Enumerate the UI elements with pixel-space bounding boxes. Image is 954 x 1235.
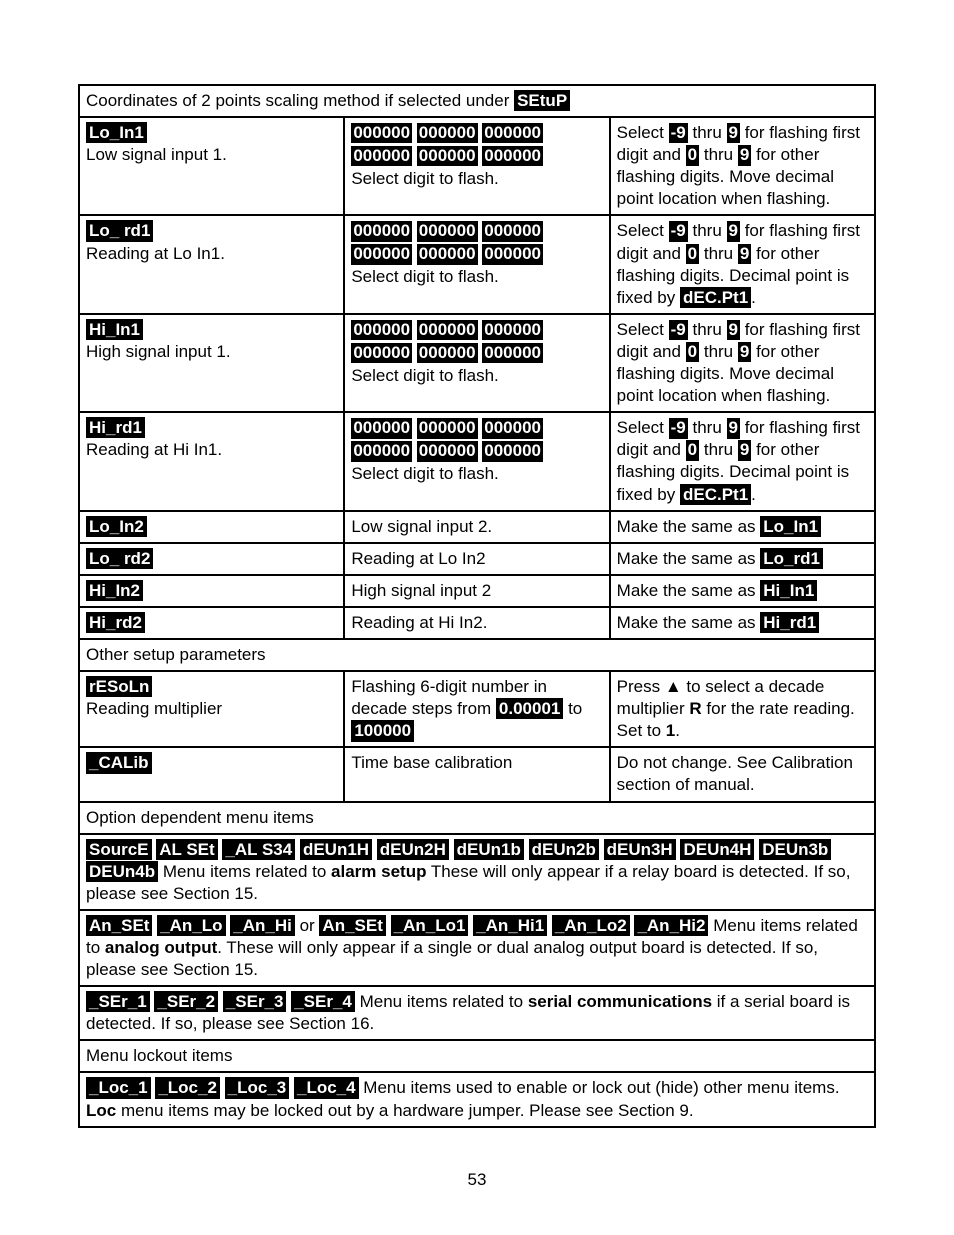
col3: Make the same as Lo_In1 (610, 511, 875, 543)
param-tag: _CALib (86, 752, 152, 773)
col2: 000000 000000 000000 000000 000000 00000… (344, 412, 609, 510)
section-4-header: Menu lockout items (79, 1040, 875, 1072)
col3: Select -9 thru 9 for flashing first digi… (610, 117, 875, 215)
col1: Hi_rd2 (79, 607, 344, 639)
param-tag: Hi_rd2 (86, 612, 145, 633)
param-tag: Hi_In1 (86, 319, 143, 340)
col1: Hi_In2 (79, 575, 344, 607)
col1: Lo_ rd2 (79, 543, 344, 575)
section-3-header: Option dependent menu items (79, 802, 875, 834)
param-tag: Lo_ rd1 (86, 220, 153, 241)
alarm-row: SourcE AL SEt _AL S34 dEUn1H dEUn2H dEUn… (79, 834, 875, 910)
col1: Hi_rd1 Reading at Hi In1. (79, 412, 344, 510)
serial-row: _SEr_1 _SEr_2 _SEr_3 _SEr_4 Menu items r… (79, 986, 875, 1040)
col3: Do not change. See Calibration section o… (610, 747, 875, 801)
col1: Hi_In1 High signal input 1. (79, 314, 344, 412)
analog-row: An_SEt _An_Lo _An_Hi or An_SEt _An_Lo1 _… (79, 910, 875, 986)
section-1-text: Coordinates of 2 points scaling method i… (86, 91, 514, 110)
param-tag: Hi_In2 (86, 580, 143, 601)
param-sub: High signal input 1. (86, 342, 231, 361)
section-2-header: Other setup parameters (79, 639, 875, 671)
col1: Lo_In1 Low signal input 1. (79, 117, 344, 215)
param-sub: Reading at Hi In1. (86, 440, 222, 459)
col2: Reading at Hi In2. (344, 607, 609, 639)
col3: Make the same as Lo_rd1 (610, 543, 875, 575)
select-digit: Select digit to flash. (351, 267, 498, 286)
page-number: 53 (78, 1170, 876, 1190)
setup-tag: SEtuP (514, 90, 570, 111)
section-1-header: Coordinates of 2 points scaling method i… (79, 85, 875, 117)
col3: Select -9 thru 9 for flashing first digi… (610, 314, 875, 412)
col2: Reading at Lo In2 (344, 543, 609, 575)
select-digit: Select digit to flash. (351, 169, 498, 188)
col1: _CALib (79, 747, 344, 801)
col3: Make the same as Hi_rd1 (610, 607, 875, 639)
col2: High signal input 2 (344, 575, 609, 607)
col2: Low signal input 2. (344, 511, 609, 543)
col3: Select -9 thru 9 for flashing first digi… (610, 215, 875, 313)
col2: 000000 000000 000000 000000 000000 00000… (344, 117, 609, 215)
param-tag: Lo_In2 (86, 516, 147, 537)
select-digit: Select digit to flash. (351, 366, 498, 385)
col1: Lo_ rd1 Reading at Lo In1. (79, 215, 344, 313)
param-sub: Reading multiplier (86, 699, 222, 718)
lockout-row: _Loc_1 _Loc_2 _Loc_3 _Loc_4 Menu items u… (79, 1072, 875, 1126)
col2: 000000 000000 000000 000000 000000 00000… (344, 314, 609, 412)
col1: Lo_In2 (79, 511, 344, 543)
col3: Make the same as Hi_In1 (610, 575, 875, 607)
param-tag: Lo_In1 (86, 122, 147, 143)
col3: Press ▲ to select a decade multiplier R … (610, 671, 875, 747)
col2: 000000 000000 000000 000000 000000 00000… (344, 215, 609, 313)
param-sub: Reading at Lo In1. (86, 244, 225, 263)
param-tag: Lo_ rd2 (86, 548, 153, 569)
param-tag: Hi_rd1 (86, 417, 145, 438)
settings-table: Coordinates of 2 points scaling method i… (78, 84, 876, 1128)
param-sub: Low signal input 1. (86, 145, 227, 164)
col2: Time base calibration (344, 747, 609, 801)
col1: rESoLn Reading multiplier (79, 671, 344, 747)
col3: Select -9 thru 9 for flashing first digi… (610, 412, 875, 510)
select-digit: Select digit to flash. (351, 464, 498, 483)
col2: Flashing 6-digit number in decade steps … (344, 671, 609, 747)
param-tag: rESoLn (86, 676, 152, 697)
